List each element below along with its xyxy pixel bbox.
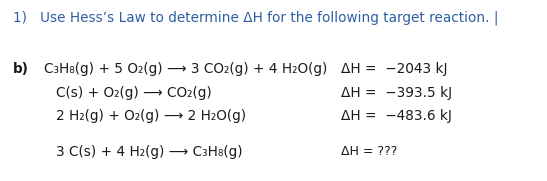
Text: ΔH =  −393.5 kJ: ΔH = −393.5 kJ bbox=[341, 86, 452, 100]
Text: 2 H₂(g) + O₂(g) ⟶ 2 H₂O(g): 2 H₂(g) + O₂(g) ⟶ 2 H₂O(g) bbox=[56, 109, 246, 123]
Text: 1)   Use Hess’s Law to determine ΔH for the following target reaction. |: 1) Use Hess’s Law to determine ΔH for th… bbox=[13, 10, 499, 25]
Text: ΔH =  −2043 kJ: ΔH = −2043 kJ bbox=[341, 62, 448, 76]
Text: b): b) bbox=[13, 62, 29, 76]
Text: 3 C(s) + 4 H₂(g) ⟶ C₃H₈(g): 3 C(s) + 4 H₂(g) ⟶ C₃H₈(g) bbox=[56, 145, 242, 159]
Text: ΔH =  −483.6 kJ: ΔH = −483.6 kJ bbox=[341, 109, 452, 123]
Text: C(s) + O₂(g) ⟶ CO₂(g): C(s) + O₂(g) ⟶ CO₂(g) bbox=[56, 86, 212, 100]
Text: ΔH = ???: ΔH = ??? bbox=[341, 146, 398, 159]
Text: C₃H₈(g) + 5 O₂(g) ⟶ 3 CO₂(g) + 4 H₂O(g): C₃H₈(g) + 5 O₂(g) ⟶ 3 CO₂(g) + 4 H₂O(g) bbox=[44, 62, 327, 76]
